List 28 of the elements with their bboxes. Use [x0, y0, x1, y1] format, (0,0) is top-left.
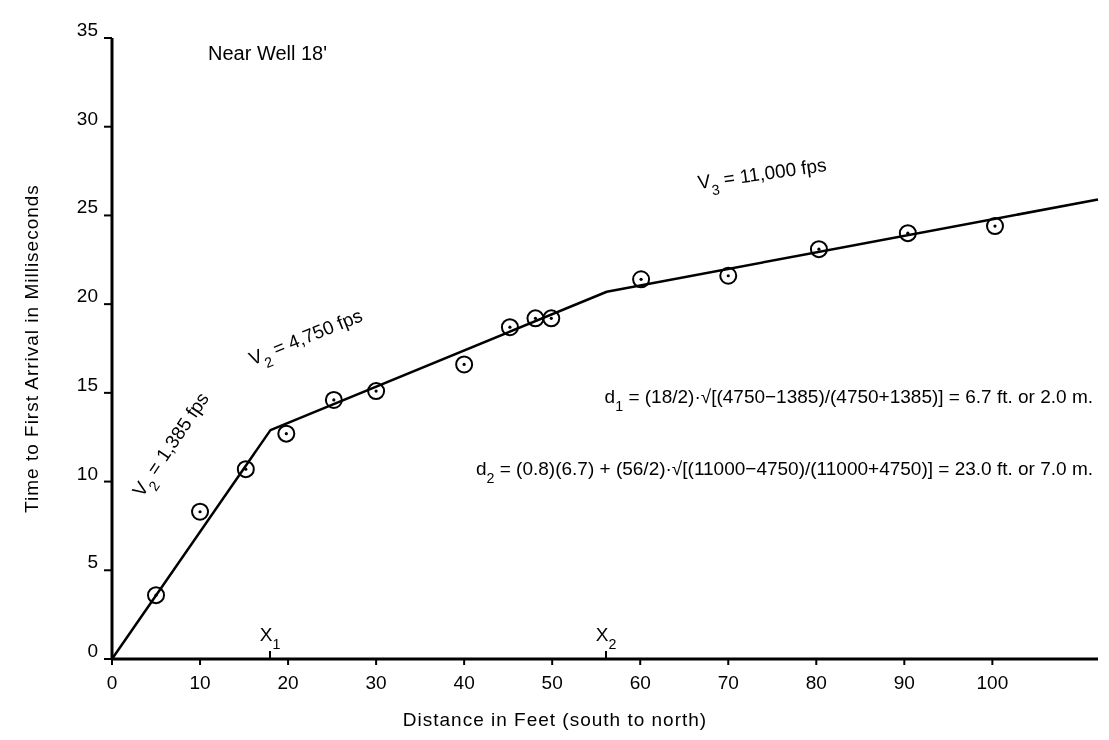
x-axis-title: Distance in Feet (south to north) [402, 709, 708, 730]
x-tick-label: 10 [189, 672, 211, 693]
x-tick-label: 60 [629, 672, 651, 693]
annotation: d$_{1}$ = (18/2)·√[(4750−1385)/(4750+1385)] = 6.7 ft. or 2.0 m. [604, 386, 1093, 414]
x-tick-label: 70 [717, 672, 739, 693]
x-tick-label: 80 [805, 672, 827, 693]
y-tick-label: 15 [76, 373, 98, 395]
x-tick-label: 100 [976, 672, 1009, 693]
annotation: X$_{2}$ [595, 624, 617, 652]
annotation: d$_{2}$ = (0.8)(6.7) + (56/2)·√[(11000−4750)/(11000+4750)] = 23.0 ft. or 7.0 m. [475, 458, 1093, 486]
y-tick-label: 35 [76, 19, 98, 40]
y-tick-label: 5 [87, 551, 98, 573]
x-tick-label: 0 [106, 672, 118, 693]
y-tick-label: 0 [87, 640, 98, 661]
x-tick-label: 50 [541, 672, 563, 693]
y-tick-label: 20 [76, 285, 98, 307]
y-axis-title: Time to First Arrival in Milliseconds [21, 184, 42, 513]
y-tick-label: 30 [76, 107, 98, 129]
y-tick-label: 10 [76, 462, 98, 484]
x-tick-label: 30 [365, 672, 387, 693]
x-tick-label: 20 [277, 672, 299, 693]
annotation: V$_{3}$ = 11,000 fps [696, 154, 828, 199]
chart-title: Near Well 18' [208, 42, 328, 64]
y-tick-label: 25 [76, 196, 98, 218]
annotation: V$_{2}$ = 4,750 fps [245, 304, 366, 372]
x-tick-label: 40 [453, 672, 475, 693]
x-tick-label: 90 [893, 672, 915, 693]
annotation: X$_{1}$ [259, 624, 281, 652]
